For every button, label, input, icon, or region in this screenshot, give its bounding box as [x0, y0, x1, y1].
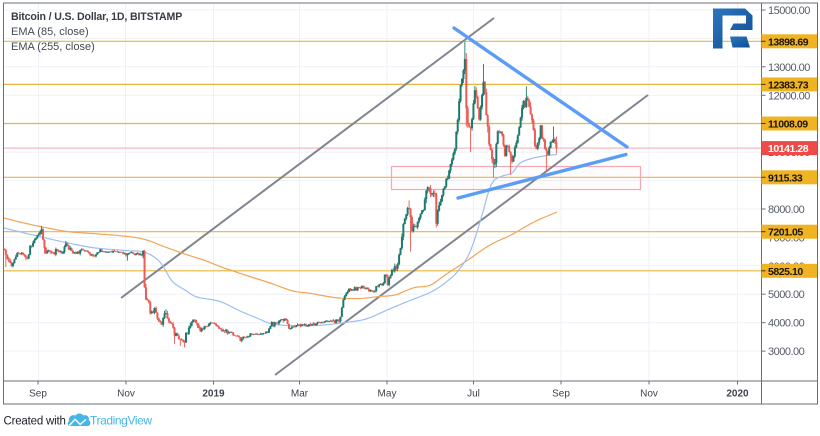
- svg-text:8000.00: 8000.00: [768, 204, 805, 216]
- svg-text:11008.09: 11008.09: [768, 119, 808, 131]
- svg-text:5000.00: 5000.00: [768, 289, 805, 301]
- svg-text:12383.73: 12383.73: [768, 79, 809, 91]
- svg-text:7201.05: 7201.05: [768, 227, 803, 239]
- svg-text:Nov: Nov: [640, 389, 658, 400]
- svg-text:Nov: Nov: [117, 389, 135, 400]
- svg-text:4000.00: 4000.00: [768, 318, 805, 330]
- svg-text:13898.69: 13898.69: [768, 36, 809, 48]
- svg-text:EMA (85, close): EMA (85, close): [11, 26, 89, 38]
- svg-text:5825.10: 5825.10: [768, 266, 803, 278]
- svg-text:12000.00: 12000.00: [768, 90, 810, 102]
- svg-text:3000.00: 3000.00: [768, 346, 805, 358]
- svg-text:13000.00: 13000.00: [768, 62, 810, 74]
- svg-text:10141.28: 10141.28: [768, 143, 809, 155]
- svg-text:9115.33: 9115.33: [768, 172, 803, 184]
- svg-text:2019: 2019: [202, 389, 225, 400]
- svg-text:Mar: Mar: [291, 389, 309, 400]
- svg-text:Sep: Sep: [552, 389, 570, 400]
- svg-text:15000.00: 15000.00: [768, 5, 810, 17]
- svg-text:2020: 2020: [726, 389, 749, 400]
- svg-text:Jul: Jul: [467, 389, 480, 400]
- svg-text:EMA (255, close): EMA (255, close): [11, 41, 95, 53]
- svg-text:May: May: [378, 389, 397, 400]
- svg-text:Sep: Sep: [29, 389, 47, 400]
- svg-text:TradingView: TradingView: [90, 414, 152, 428]
- svg-text:Bitcoin / U.S. Dollar, 1D, BIT: Bitcoin / U.S. Dollar, 1D, BITSTAMP: [11, 11, 182, 23]
- svg-text:Created with: Created with: [4, 416, 66, 428]
